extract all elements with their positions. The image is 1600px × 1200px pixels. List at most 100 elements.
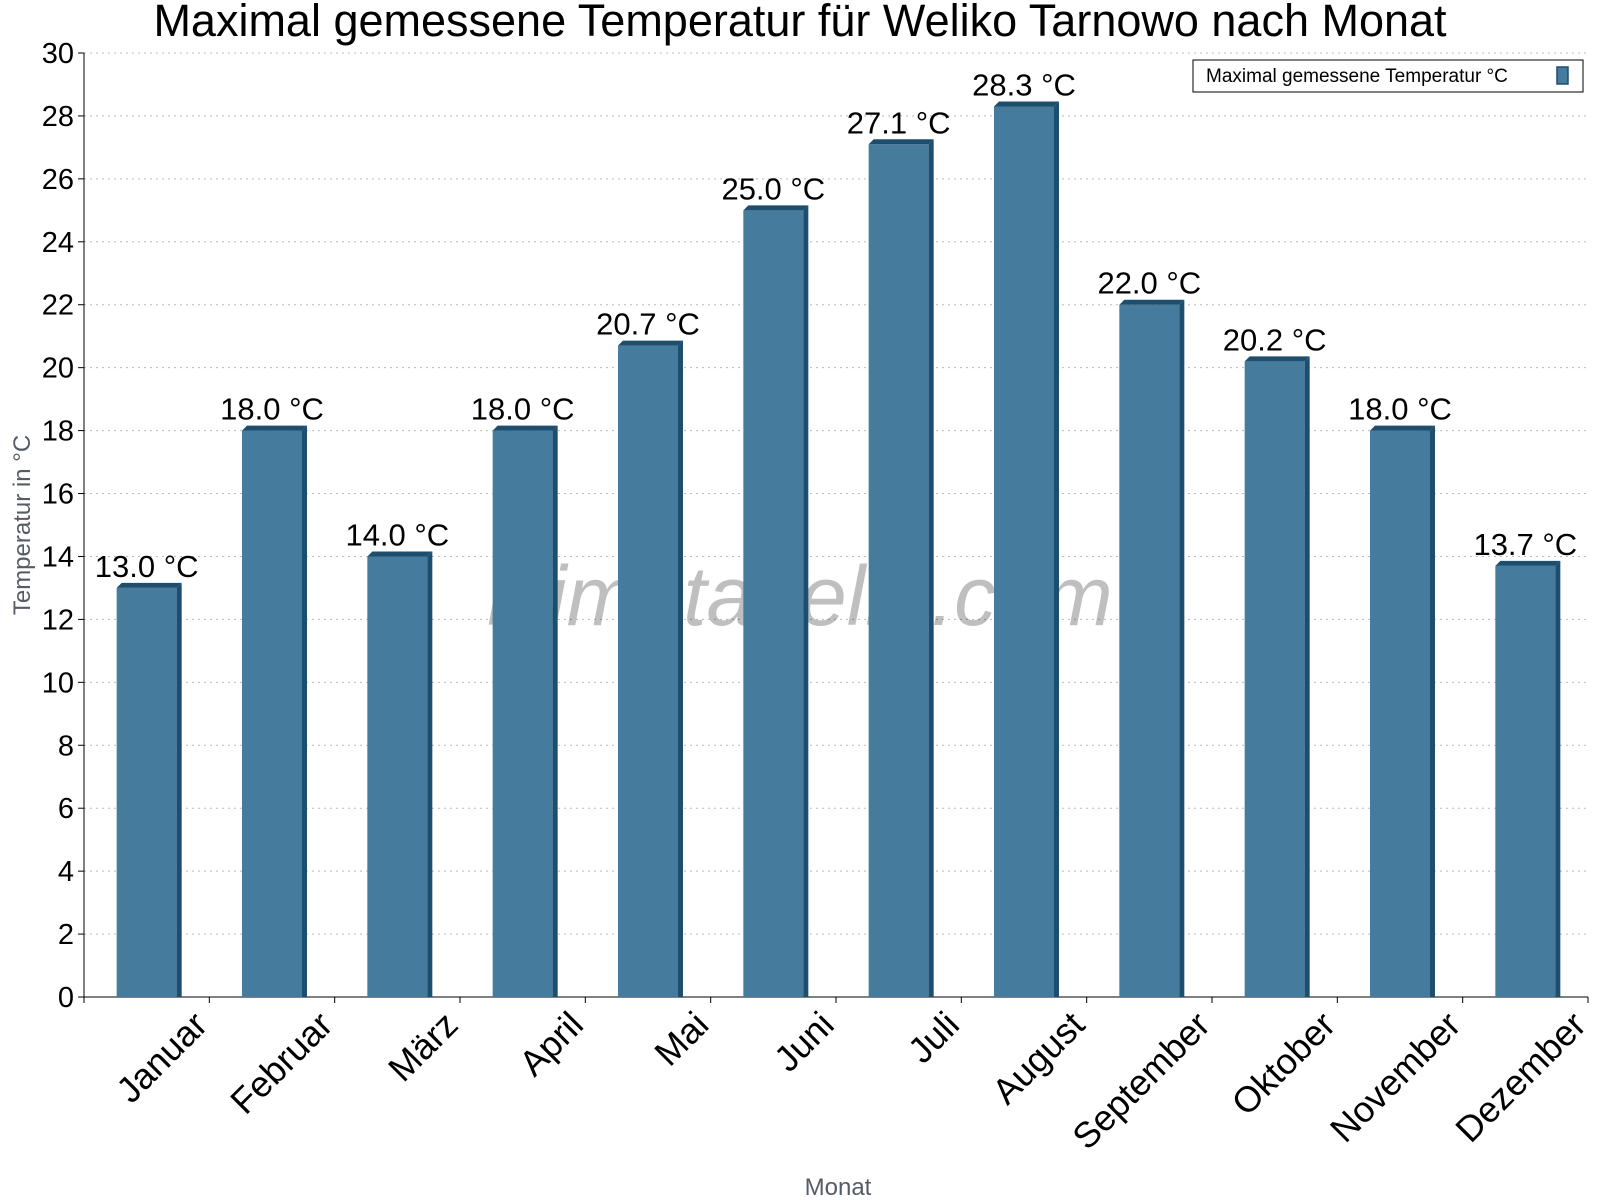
bars [116,101,1561,998]
data-label: 13.0 °C [95,549,199,584]
data-label: 18.0 °C [1348,392,1452,427]
bar-top [868,139,934,145]
y-tick-label: 4 [58,856,74,888]
bar-mai [618,340,683,997]
bar-front [492,430,553,998]
bar-side [302,425,307,998]
grid-lines [84,52,1588,935]
bar-august [994,101,1059,997]
legend-box [1192,59,1584,93]
legend-swatch [1556,66,1569,85]
bar-side [1054,101,1059,997]
bar-top [1370,425,1435,431]
data-label: 18.0 °C [220,392,324,427]
y-tick-label: 0 [58,982,74,1014]
y-tick-label: 26 [42,164,74,196]
bar-februar [242,425,307,998]
x-tick-label: November [1322,1004,1468,1150]
data-label: 27.1 °C [847,105,951,140]
bar-september [1119,299,1185,997]
bar-juni [743,205,809,998]
y-tick-label: 24 [42,227,74,259]
bar-front [367,556,428,997]
bar-front [868,144,929,998]
data-label: 13.7 °C [1473,527,1577,562]
bar-top [492,425,558,431]
x-axis-label: Monat [805,1174,872,1200]
y-tick-label: 30 [42,38,74,70]
bar-front [618,345,678,997]
bar-april [492,425,558,998]
y-tick-label: 2 [58,919,74,951]
y-tick-label: 18 [42,416,74,448]
legend-label: Maximal gemessene Temperatur °C [1206,66,1508,87]
bar-januar [116,582,182,997]
bar-top [1119,299,1185,305]
bar-top [367,551,433,557]
y-axis-label: Temperatur in °C [9,435,36,615]
bar-side [1304,356,1310,998]
bar-side [1430,425,1435,998]
bar-front [1495,565,1556,997]
chart-title: Maximal gemessene Temperatur für Weliko … [153,0,1447,46]
data-label: 28.3 °C [972,67,1076,102]
bar-top [242,425,307,431]
bar-side [427,551,433,997]
y-tick-label: 22 [42,290,74,322]
data-label: 25.0 °C [721,171,825,206]
bar-front [242,430,302,998]
y-tick-label: 14 [42,541,74,573]
x-tick-label: Juni [766,1004,842,1080]
bar-november [1370,425,1435,998]
x-tick-label: Mai [646,1004,716,1074]
x-tick-label: Dezember [1447,1004,1593,1150]
bar-dezember [1495,560,1561,997]
y-tick-label: 6 [58,793,74,825]
bar-front [994,106,1054,997]
data-label: 14.0 °C [345,517,449,552]
x-tick-label: Januar [108,1004,215,1111]
y-tick-label: 8 [58,730,74,762]
bar-side [1555,560,1561,997]
y-tick-label: 12 [42,604,74,636]
bar-front [743,210,804,998]
bar-top [743,205,809,211]
x-tick-label: August [984,1004,1092,1112]
data-label: 18.0 °C [471,392,575,427]
legend: Maximal gemessene Temperatur °C [1192,59,1584,93]
data-label: 22.0 °C [1097,266,1201,301]
bar-side [678,340,683,997]
x-tick-label: Juli [900,1004,967,1071]
bar-front [1244,361,1305,998]
y-tick-label: 20 [42,353,74,385]
bar-front [116,587,177,997]
y-tick-label: 16 [42,479,74,511]
x-tick-label: Februar [222,1004,340,1122]
x-tick-labels: Januar Februar März April Mai Juni Juli AugustS… [108,1004,1594,1158]
x-tick-label: April [511,1004,591,1084]
bar-top [116,582,182,588]
data-labels: 13.0 °C 18.0 °C 14.0 °C 18.0 °C 20.7 °C 25.0 … [95,67,1577,583]
bar-side [803,205,809,998]
bar-side [928,139,934,998]
bar-front [1119,304,1180,997]
x-tick-label: September [1064,1004,1218,1158]
bar-top [1495,560,1561,566]
bar-märz [367,551,433,997]
bar-side [176,582,182,997]
bar-top [994,101,1059,107]
axes [78,52,1589,1003]
x-tick-label: Oktober [1223,1004,1343,1124]
bar-oktober [1244,356,1310,998]
bar-side [1179,299,1185,997]
x-tick-label: März [380,1004,466,1090]
bar-front [1370,430,1430,998]
bar-juli [868,139,934,998]
bar-top [618,340,683,346]
data-label: 20.7 °C [596,307,700,342]
y-tick-label: 10 [42,667,74,699]
bar-top [1244,356,1310,362]
bar-side [552,425,558,998]
